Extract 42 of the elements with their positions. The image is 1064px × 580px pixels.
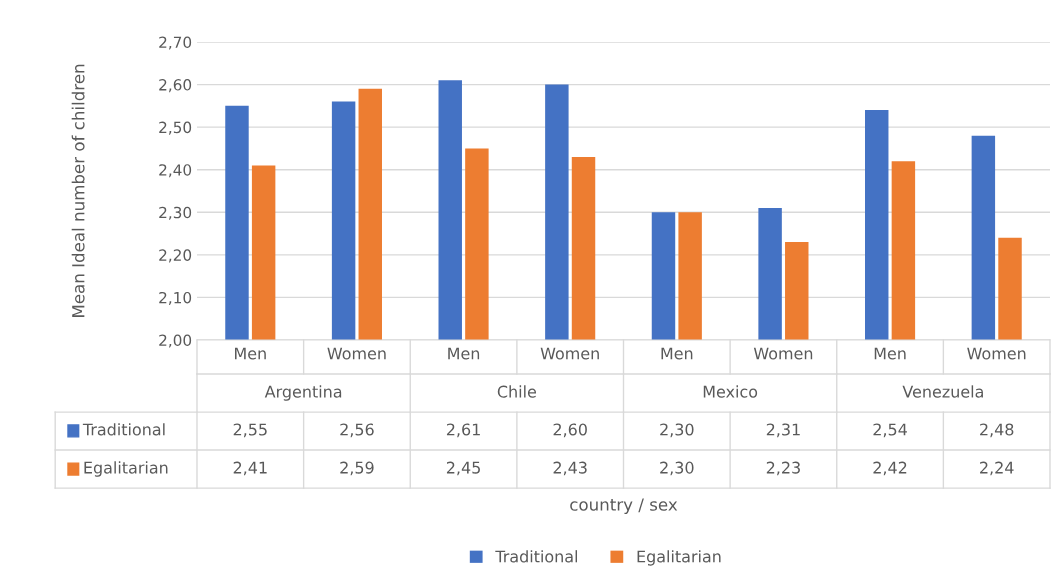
x-tick-label: Women (753, 347, 813, 360)
data-label: 2,41 (233, 461, 267, 476)
data-label: 2,48 (980, 423, 1014, 438)
data-label: 2,30 (660, 461, 694, 476)
text: Argentina (264, 385, 342, 401)
data-label: 2,45 (446, 461, 480, 476)
x-tick-label: Men (661, 347, 693, 360)
data-label: 2,43 (553, 461, 587, 476)
data-label: 2,42 (873, 461, 907, 476)
text: Traditional (82, 423, 165, 436)
data-label: 2,61 (446, 423, 480, 438)
x-tick-label: Men (874, 347, 906, 360)
data-label: 2,31 (766, 423, 800, 438)
x-tick-label: Women (327, 347, 386, 360)
y-tick-label: 2,60 (159, 79, 192, 93)
data-label: 2,60 (553, 423, 587, 438)
data-label: 2,56 (340, 423, 374, 438)
text: country / sex (570, 498, 678, 515)
text: Mexico (703, 385, 758, 398)
text: Egalitarian (84, 461, 168, 477)
data-label: 2,23 (766, 461, 800, 476)
y-tick-label: 2,30 (159, 206, 192, 220)
data-label: 2,55 (233, 423, 267, 438)
text: Chile (497, 385, 537, 398)
y-tick-label: 2,50 (159, 121, 192, 135)
text: Venezuela (902, 385, 983, 398)
data-label: 2,30 (660, 423, 694, 438)
y-axis-title: Mean Ideal number of children (71, 64, 85, 317)
data-label: 2,59 (340, 461, 374, 476)
legend-label: Traditional (495, 550, 578, 563)
x-tick-label: Men (235, 347, 266, 360)
x-tick-label: Men (448, 347, 480, 360)
y-tick-label: 2,00 (159, 334, 192, 348)
data-label: 2,24 (980, 461, 1014, 476)
y-tick-label: 2,70 (159, 36, 192, 50)
y-tick-label: 2,10 (159, 291, 192, 306)
y-tick-label: 2,40 (159, 164, 192, 178)
x-tick-label: Women (540, 347, 599, 360)
x-tick-label: Women (967, 347, 1026, 360)
legend-label: Egalitarian (637, 550, 721, 566)
data-label: 2,54 (873, 423, 907, 438)
y-tick-label: 2,20 (159, 249, 192, 263)
